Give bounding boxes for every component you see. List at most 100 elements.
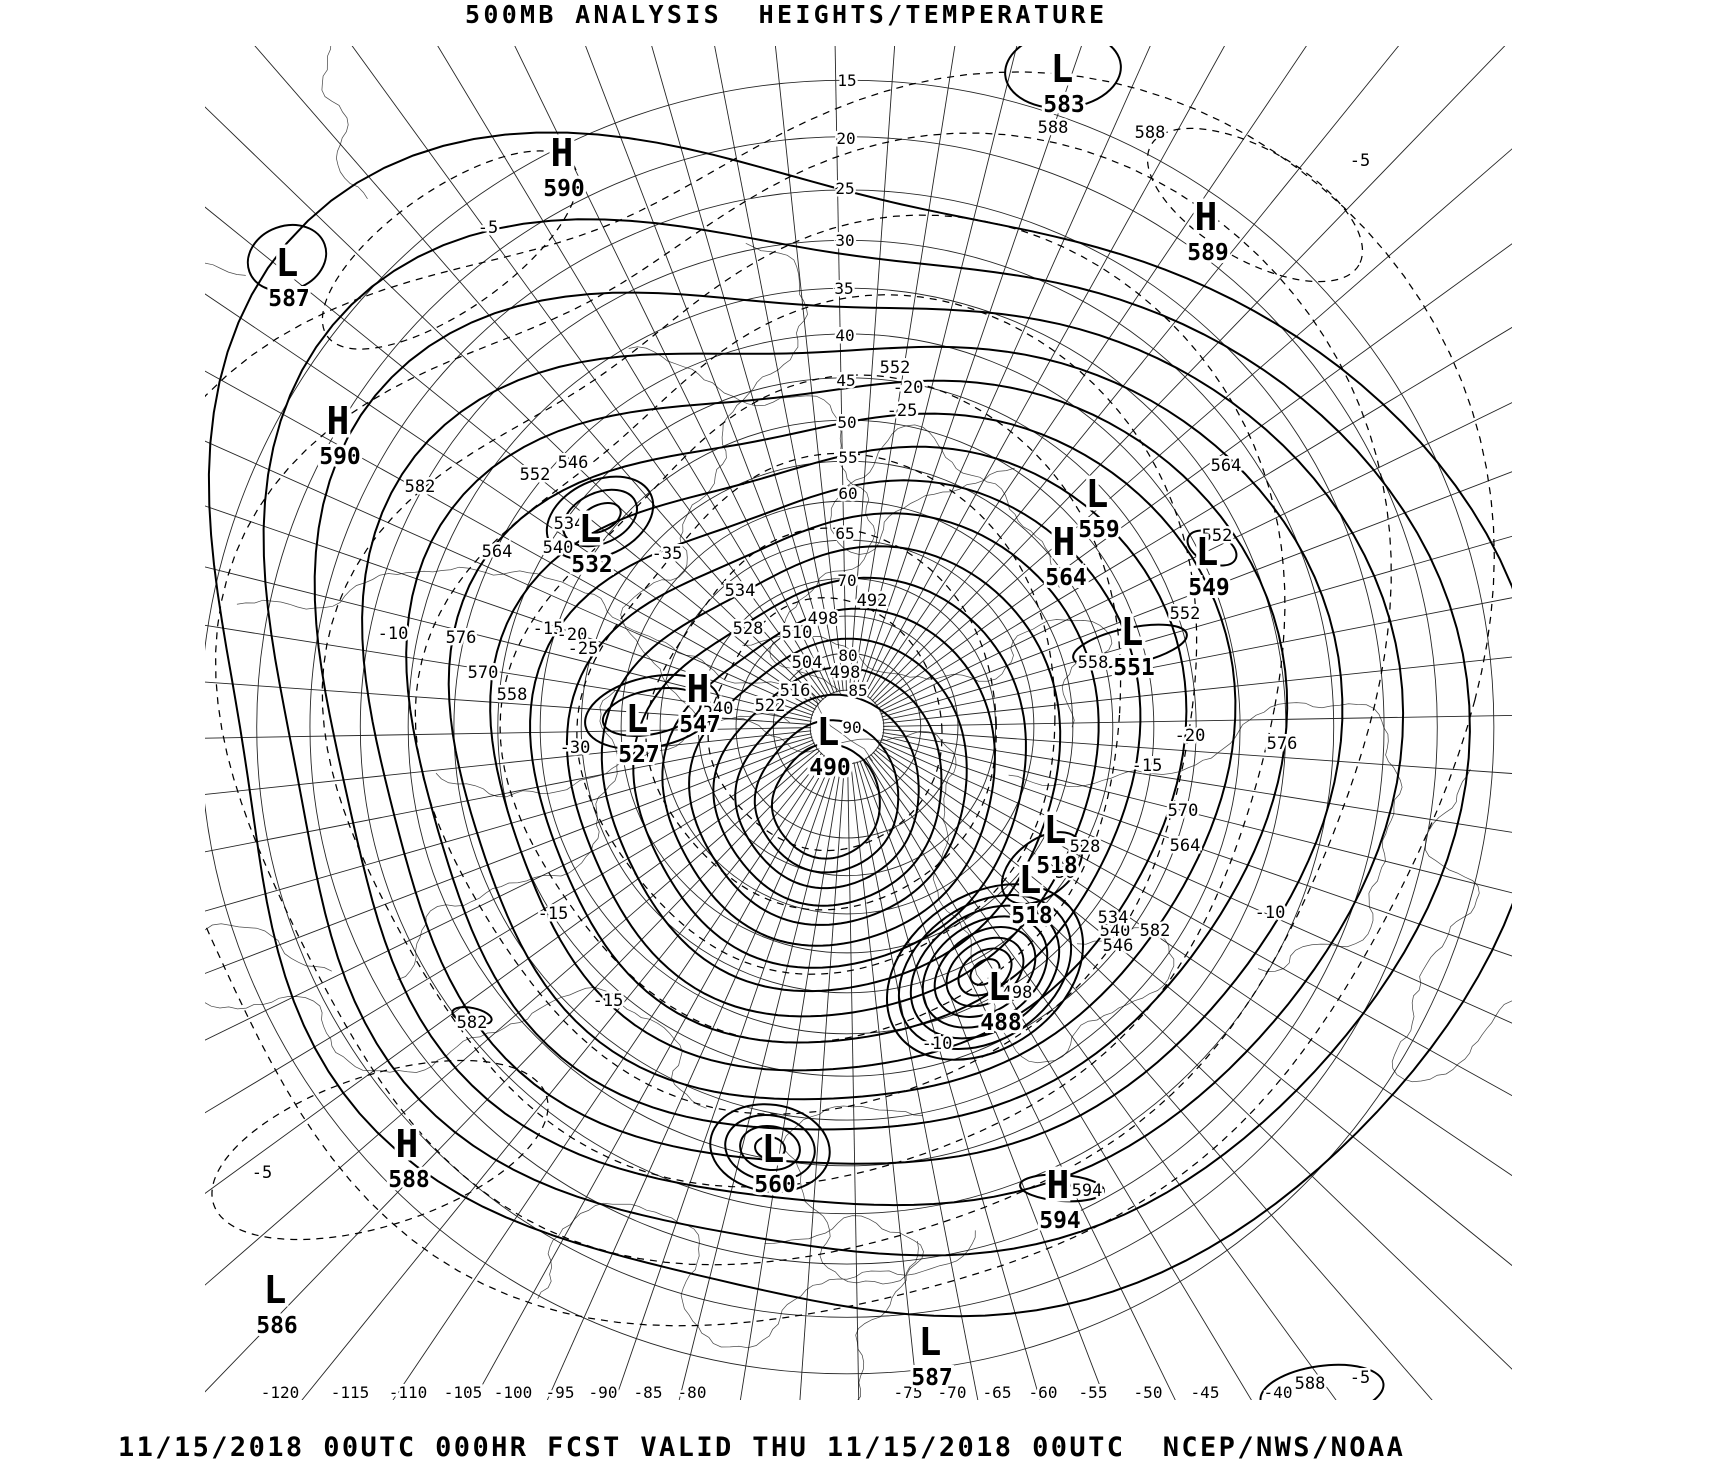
height-contour-label: 510	[782, 623, 813, 643]
high-center-value: 564	[1045, 565, 1087, 591]
height-contour-label: 588	[1135, 123, 1166, 143]
temperature-contour-label: -20	[1175, 726, 1206, 746]
latitude-label: 25	[835, 179, 854, 198]
height-contour-label: 558	[497, 685, 528, 705]
temperature-contour-label: -35	[652, 544, 683, 564]
longitude-label: -100	[494, 1383, 533, 1402]
low-center-value: 560	[754, 1172, 796, 1198]
temperature-contour-label: -25	[568, 639, 599, 659]
low-center-letter: L	[264, 1268, 287, 1312]
low-center-value: 587	[911, 1365, 953, 1391]
low-center-letter: L	[579, 507, 602, 551]
height-contour-label: 576	[446, 628, 477, 648]
latitude-label: 20	[836, 129, 855, 148]
temperature-contour-label: -5	[252, 1163, 272, 1183]
high-center-letter: H	[1047, 1163, 1070, 1207]
longitude-label: -110	[389, 1383, 428, 1402]
temperature-contour-label: -20	[893, 378, 924, 398]
temperature-contour-label: -15	[593, 991, 624, 1011]
latitude-label: 40	[835, 326, 854, 345]
low-center-value: 586	[256, 1313, 298, 1339]
temperature-contour-label: -30	[560, 738, 591, 758]
latitude-label: 35	[834, 279, 853, 298]
latitude-label: 55	[838, 448, 857, 467]
temperature-contour-labels: -5-5-5-5-10-10-10-15-15-15-15-20-20-20-2…	[249, 149, 1372, 1391]
height-contour-label: 540	[703, 699, 734, 719]
temperature-contour-label: -30	[1045, 863, 1076, 883]
longitude-label: -65	[983, 1383, 1012, 1402]
temperature-contour-label: -10	[922, 1034, 953, 1054]
height-contour-label: 552	[1202, 526, 1233, 546]
temperature-contour-label: -15	[538, 904, 569, 924]
low-center-value: 518	[1036, 853, 1078, 879]
latitude-label: 30	[835, 231, 854, 250]
low-center-letter: L	[762, 1127, 785, 1171]
temperature-contour-label: -5	[1350, 151, 1370, 171]
low-center-letter: L	[919, 1320, 942, 1364]
low-center-value: 583	[1043, 92, 1085, 118]
temperature-contour-label: -5	[1350, 1368, 1370, 1388]
height-contour-label: 546	[1103, 936, 1134, 956]
high-center-letter: H	[687, 667, 710, 711]
high-center-letter: H	[396, 1122, 419, 1166]
chart-title: 500MB ANALYSIS HEIGHTS/TEMPERATURE	[465, 0, 1108, 29]
height-contour-label: 564	[482, 542, 513, 562]
chart-footer: 11/15/2018 00UTC 000HR FCST VALID THU 11…	[118, 1432, 1406, 1463]
height-contour-label: 534	[1098, 908, 1129, 928]
height-contour-label: 570	[1168, 801, 1199, 821]
high-center-letter: H	[1195, 195, 1218, 239]
longitude-label: -50	[1134, 1383, 1163, 1402]
low-center-letter: L	[626, 697, 649, 741]
height-contour-label: 552	[1170, 604, 1201, 624]
latitude-label: 60	[838, 484, 857, 503]
longitude-labels: -120 -115 -110 -105 -100 -95 -90 -85 -80 -75 -70 -6…	[258, 1381, 1295, 1402]
height-contour-label: 582	[405, 477, 436, 497]
high-center-letter: H	[1053, 520, 1076, 564]
low-center-value: 559	[1078, 517, 1120, 543]
high-center-value: 594	[1039, 1208, 1081, 1234]
temperature-contour-label: -15	[533, 619, 564, 639]
low-center-letter: L	[1019, 858, 1042, 902]
height-contour-label: 498	[808, 609, 839, 629]
longitude-label: -120	[261, 1383, 300, 1402]
longitude-label: -60	[1029, 1383, 1058, 1402]
pressure-centers: L583H590L587H589H590L532L559H564L549L551…	[253, 44, 1233, 1395]
height-contour-label: 594	[1072, 1181, 1103, 1201]
latitude-label: 70	[837, 571, 856, 590]
height-contour-label: 492	[857, 591, 888, 611]
latitude-label: 15	[837, 71, 856, 90]
height-contour-label: 582	[457, 1013, 488, 1033]
latitude-label: 65	[835, 524, 854, 543]
height-contour-label: 498	[830, 663, 861, 683]
height-contour-label: 546	[558, 453, 589, 473]
temperature-contour-label: -25	[887, 401, 918, 421]
low-center-value: 532	[571, 552, 613, 578]
height-contour-label: 588	[1295, 1374, 1326, 1394]
height-contour-label: 534	[554, 514, 585, 534]
latitude-label: 90	[842, 718, 861, 737]
low-center-value: 488	[980, 1010, 1022, 1036]
low-center-value: 549	[1188, 575, 1230, 601]
low-center-letter: L	[1196, 530, 1219, 574]
latitude-labels: 15 20 25 30 35 40 45 50 55 60 65 70 80 85 90	[832, 69, 870, 740]
longitude-label: -75	[894, 1383, 923, 1402]
high-center-value: 547	[679, 712, 721, 738]
height-contour-labels: 588 588 588 582 582 582 576 576 570 570 564 564 564 5…	[402, 116, 1328, 1397]
height-contour-label: 552	[520, 465, 551, 485]
low-center-value: 527	[618, 742, 660, 768]
height-contours	[207, 46, 1512, 1400]
low-center-value: 518	[1011, 903, 1053, 929]
low-center-letter: L	[1044, 808, 1067, 852]
low-center-letter: L	[1086, 472, 1109, 516]
high-center-value: 590	[319, 444, 361, 470]
latitude-label: 50	[837, 413, 856, 432]
temperature-contour-label: -5	[478, 218, 498, 238]
high-center-value: 590	[543, 176, 585, 202]
latitude-label: 85	[848, 681, 867, 700]
height-contour-label: 504	[792, 653, 823, 673]
low-center-letter: L	[1051, 47, 1074, 91]
low-center-letter: L	[988, 965, 1011, 1009]
height-contour-label: 564	[1170, 836, 1201, 856]
